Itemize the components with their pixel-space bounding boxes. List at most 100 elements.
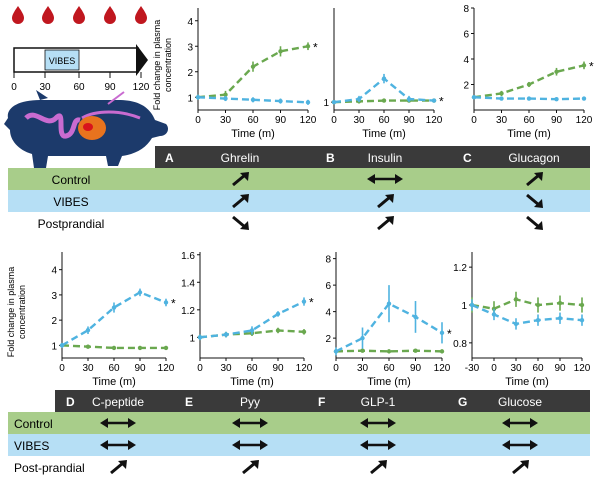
up-right-arrow-head-icon [385,194,394,203]
timeline-tick-label: 30 [39,82,51,93]
data-point-control [223,92,228,97]
data-point-control [554,69,559,74]
data-point-vibes [333,349,339,354]
significance-star: * [309,296,314,310]
y-axis-label-top: Fold change in plasma [152,20,162,111]
data-point-control [301,329,307,335]
hormone-letter: D [66,395,75,409]
hormone-letter: E [185,395,193,409]
x-tick-label: 120 [300,115,317,126]
x-axis-label: Time (m) [230,376,274,388]
data-point-control [381,98,387,103]
blood-drop-icon [73,6,85,24]
data-point-control [111,345,117,351]
hormone-letter: G [458,395,467,409]
vibes-capsule-shape [83,123,93,131]
up-right-arrow-head-icon [118,460,127,469]
x-tick-label: 90 [403,115,415,126]
data-point-vibes [331,99,337,105]
data-point-vibes [301,299,307,304]
blood-drop-icon [104,6,116,24]
y-tick-label: 2 [463,81,469,92]
data-point-vibes [223,332,229,337]
pig-illustration [4,90,168,168]
data-point-control [439,349,445,354]
x-tick-label: 60 [523,115,535,126]
data-point-vibes [579,317,585,323]
needle-icon [107,91,125,105]
bidirectional-arrow-head-icon [502,418,510,428]
series-line-control [473,64,585,99]
up-right-arrow-shaft [370,461,384,475]
row-control-band [8,168,590,190]
x-tick-label: 60 [246,363,258,374]
x-tick-label: 120 [434,363,451,374]
data-point-vibes [469,302,475,308]
x-tick-label: 30 [353,115,365,126]
data-point-vibes [581,96,587,101]
x-tick-label: 60 [532,363,544,374]
y-tick-label: 2 [51,316,57,327]
y-axis-label-bottom: Fold change in plasma [6,267,16,358]
data-point-vibes [381,76,387,81]
y-tick-label: 1.4 [181,278,195,289]
down-right-arrow-shaft [526,193,540,207]
bidirectional-arrow-head-icon [360,418,368,428]
down-right-arrow-head-icon [534,199,543,208]
up-right-arrow-shaft [512,461,526,475]
significance-star: * [447,327,452,341]
table-header-bar [55,390,590,412]
timeline-arrowhead-icon [136,44,148,76]
intestine-shape [24,112,81,139]
y-tick-label: 4 [51,266,57,277]
data-point-vibes [197,335,203,340]
data-point-vibes [535,317,541,323]
bidirectional-arrow-head-icon [260,440,268,450]
x-tick-label: 120 [576,115,593,126]
data-point-control [526,82,532,87]
series-line-control [471,298,583,311]
y-tick-label: 2 [325,334,331,345]
series-line-vibes [61,291,167,347]
up-right-arrow-shaft [232,173,246,187]
y-tick-label: 2 [187,68,193,79]
x-tick-label: 120 [158,363,175,374]
data-point-vibes [554,96,559,102]
data-point-vibes [360,335,365,341]
bidirectional-arrow-head-icon [367,174,375,184]
up-right-arrow-shaft [232,195,246,209]
row-control-band [8,412,590,434]
x-tick-label: 60 [378,115,390,126]
y-tick-label: 8 [463,4,469,15]
up-right-arrow-shaft [110,461,124,475]
significance-star: * [589,59,594,73]
data-point-vibes [439,330,445,336]
chart-panel-c-peptide: 0 30 60 90 120 1 2 3 4 Time (m) * [51,252,176,388]
bidirectional-arrow-head-icon [530,440,538,450]
hormone-name: Insulin [368,151,403,165]
data-point-control [137,345,143,351]
row-label-postprandial: Post-prandial [14,461,85,475]
y-tick-label: 1.2 [181,306,195,317]
x-tick-label: 0 [491,363,497,374]
series-line-vibes [199,300,305,339]
series-line-control [61,344,166,350]
data-point-vibes [250,97,256,103]
timeline-tick-label: 60 [73,82,85,93]
data-point-control [499,91,504,96]
x-tick-label: 0 [331,115,337,126]
hormone-letter: C [463,151,472,165]
data-point-vibes [59,343,65,348]
x-tick-label: 0 [59,363,65,374]
table-header-bar [155,146,590,168]
data-point-vibes [85,328,91,333]
bidirectional-arrow-head-icon [502,440,510,450]
arrows-top-grid [232,172,543,231]
data-point-vibes [431,98,437,103]
y-tick-label: 4 [325,308,331,319]
hormone-letter: A [165,151,174,165]
x-tick-label: 60 [383,363,395,374]
up-right-arrow-head-icon [378,460,387,469]
hormone-name: C-peptide [92,395,144,409]
